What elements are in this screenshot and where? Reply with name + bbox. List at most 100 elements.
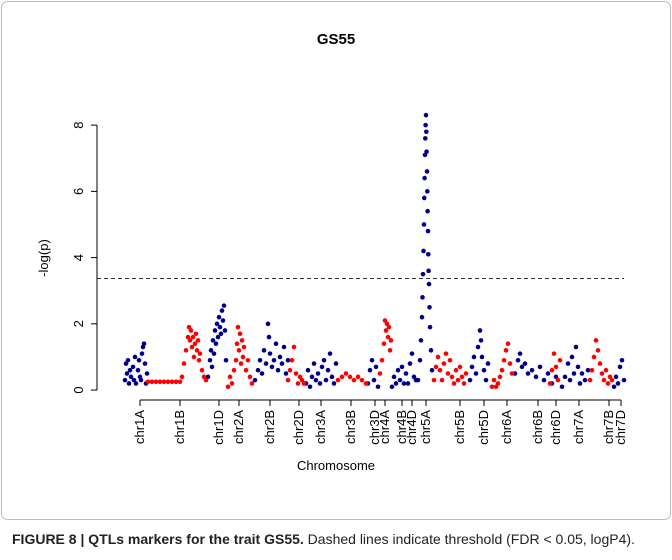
point — [217, 324, 223, 330]
point — [425, 189, 430, 194]
point — [609, 377, 615, 383]
x-tick-label: chr1A — [132, 410, 147, 444]
point — [128, 374, 134, 380]
point — [533, 374, 539, 380]
point — [141, 341, 147, 346]
point — [249, 381, 255, 386]
point — [582, 377, 588, 383]
x-tick-label: chr3D — [367, 410, 382, 445]
point — [424, 169, 430, 174]
point — [225, 384, 231, 390]
point — [343, 371, 349, 376]
point — [418, 338, 424, 343]
point — [573, 344, 579, 350]
point — [545, 371, 551, 376]
x-tick-label: chr4B — [394, 410, 409, 444]
point — [387, 348, 393, 353]
point — [553, 374, 559, 380]
point — [479, 354, 485, 360]
point — [435, 354, 441, 360]
point — [437, 367, 443, 373]
point — [235, 324, 241, 330]
point — [422, 175, 427, 181]
point — [142, 361, 148, 366]
point — [587, 377, 593, 383]
point — [355, 374, 361, 380]
point — [321, 357, 327, 363]
point — [579, 371, 585, 376]
point — [236, 348, 242, 353]
point — [384, 321, 390, 327]
point — [547, 381, 553, 386]
point — [169, 379, 175, 385]
point — [196, 357, 202, 363]
point — [562, 374, 568, 380]
point — [385, 334, 391, 340]
point — [301, 381, 307, 386]
point — [426, 268, 431, 274]
point — [369, 357, 375, 363]
point — [279, 361, 285, 366]
point — [205, 374, 211, 380]
point — [209, 364, 215, 370]
point — [289, 357, 295, 363]
point — [271, 357, 277, 363]
point — [567, 377, 573, 383]
caption-text: Dashed lines indicate threshold (FDR < 0… — [307, 531, 635, 547]
point — [125, 357, 131, 363]
point — [126, 381, 132, 386]
point — [509, 371, 515, 376]
point — [403, 371, 409, 376]
point — [447, 357, 453, 363]
point — [183, 348, 189, 353]
point — [273, 341, 279, 346]
point — [266, 334, 272, 340]
point — [585, 367, 591, 373]
point — [467, 377, 473, 383]
point — [197, 351, 203, 356]
x-tick-label: chr4D — [404, 410, 419, 445]
point — [491, 377, 497, 383]
x-tick-label: chr1B — [172, 410, 187, 444]
point — [443, 351, 449, 356]
x-axis-label: Chromosome — [297, 458, 375, 473]
point — [285, 377, 291, 383]
point — [382, 318, 388, 323]
point — [231, 367, 237, 373]
point — [203, 377, 209, 383]
point — [157, 379, 163, 385]
point — [311, 361, 317, 366]
point — [215, 334, 221, 340]
point — [295, 381, 301, 386]
point — [555, 377, 561, 383]
point — [255, 367, 261, 373]
point — [485, 361, 491, 366]
point — [522, 361, 528, 366]
point — [269, 364, 275, 370]
point — [575, 364, 581, 370]
point — [499, 367, 505, 373]
point — [233, 357, 239, 363]
point — [551, 351, 557, 356]
point — [428, 348, 434, 353]
point — [261, 348, 267, 353]
point — [371, 377, 377, 383]
point — [519, 364, 525, 370]
y-tick-label: 2 — [71, 320, 86, 327]
point — [420, 295, 425, 300]
x-tick-label: chr2B — [262, 410, 277, 444]
point — [185, 334, 191, 340]
point — [407, 361, 413, 366]
point — [181, 361, 187, 366]
point — [138, 377, 144, 383]
point — [195, 338, 201, 343]
point — [208, 348, 214, 353]
point — [399, 364, 405, 370]
point — [425, 228, 431, 234]
point — [339, 374, 345, 380]
point — [395, 367, 401, 373]
point — [144, 371, 150, 376]
y-tick-label: 0 — [71, 386, 86, 393]
x-tick-label: chr6B — [530, 410, 545, 444]
point — [263, 361, 269, 366]
